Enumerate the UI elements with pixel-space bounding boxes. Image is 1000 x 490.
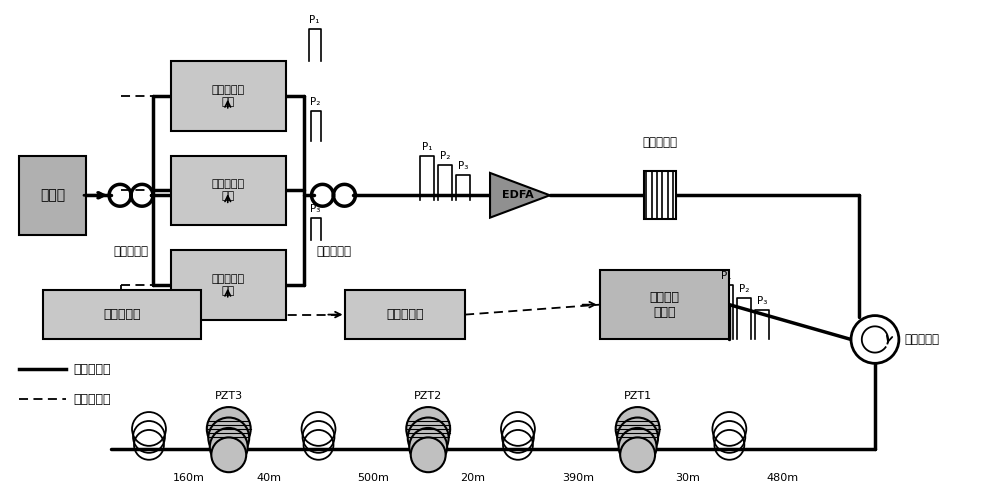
Circle shape: [620, 438, 655, 472]
Text: 390m: 390m: [562, 473, 594, 483]
Text: 雪崩光电
二极管: 雪崩光电 二极管: [650, 291, 680, 318]
Text: 脉冲发生器: 脉冲发生器: [103, 308, 141, 321]
Circle shape: [208, 417, 249, 458]
Text: 40m: 40m: [256, 473, 281, 483]
Text: 第二声光调
制器: 第二声光调 制器: [212, 179, 245, 201]
Text: 第三声光调
制器: 第三声光调 制器: [212, 274, 245, 295]
Bar: [171, 61, 286, 131]
Circle shape: [210, 428, 248, 465]
Circle shape: [409, 428, 447, 465]
Text: P₂: P₂: [440, 151, 450, 162]
Text: 光信号通路: 光信号通路: [73, 363, 111, 376]
Circle shape: [211, 438, 246, 472]
Text: 30m: 30m: [675, 473, 700, 483]
Text: PZT1: PZT1: [624, 391, 652, 401]
Circle shape: [851, 316, 899, 363]
Bar: [345, 290, 465, 340]
Text: P₁: P₁: [422, 142, 432, 151]
Circle shape: [207, 407, 251, 451]
Text: 480m: 480m: [766, 473, 798, 483]
Text: P₃: P₃: [757, 295, 767, 306]
Text: 信号采集卡: 信号采集卡: [387, 308, 424, 321]
Bar: [171, 250, 286, 319]
Text: 第一声光调
制器: 第一声光调 制器: [212, 85, 245, 107]
Polygon shape: [490, 173, 550, 218]
Circle shape: [408, 417, 449, 458]
Circle shape: [616, 407, 660, 451]
Text: PZT2: PZT2: [414, 391, 442, 401]
Text: 光纤环形器: 光纤环形器: [905, 333, 940, 346]
Bar: [43, 290, 201, 340]
Circle shape: [617, 417, 658, 458]
Circle shape: [406, 407, 450, 451]
Text: P₃: P₃: [310, 204, 321, 214]
Text: 500m: 500m: [357, 473, 389, 483]
Text: P₂: P₂: [739, 284, 750, 294]
Text: 光学滤波器: 光学滤波器: [642, 136, 677, 148]
Bar: [644, 172, 676, 219]
Text: EDFA: EDFA: [502, 190, 534, 200]
Text: P₁: P₁: [309, 15, 320, 25]
Text: 160m: 160m: [173, 473, 205, 483]
Text: P₃: P₃: [458, 161, 468, 172]
Text: P₁: P₁: [721, 271, 732, 281]
Text: 第二耦合器: 第二耦合器: [316, 245, 351, 258]
Text: P₂: P₂: [310, 97, 321, 107]
Bar: [19, 155, 86, 235]
Text: 激光器: 激光器: [40, 188, 65, 202]
Text: 20m: 20m: [461, 473, 486, 483]
Text: PZT3: PZT3: [215, 391, 243, 401]
Text: 第一耦合器: 第一耦合器: [114, 245, 149, 258]
Circle shape: [619, 428, 657, 465]
Bar: [600, 270, 729, 340]
Circle shape: [411, 438, 446, 472]
Bar: [171, 155, 286, 225]
Text: 电信号通路: 电信号通路: [73, 392, 111, 406]
